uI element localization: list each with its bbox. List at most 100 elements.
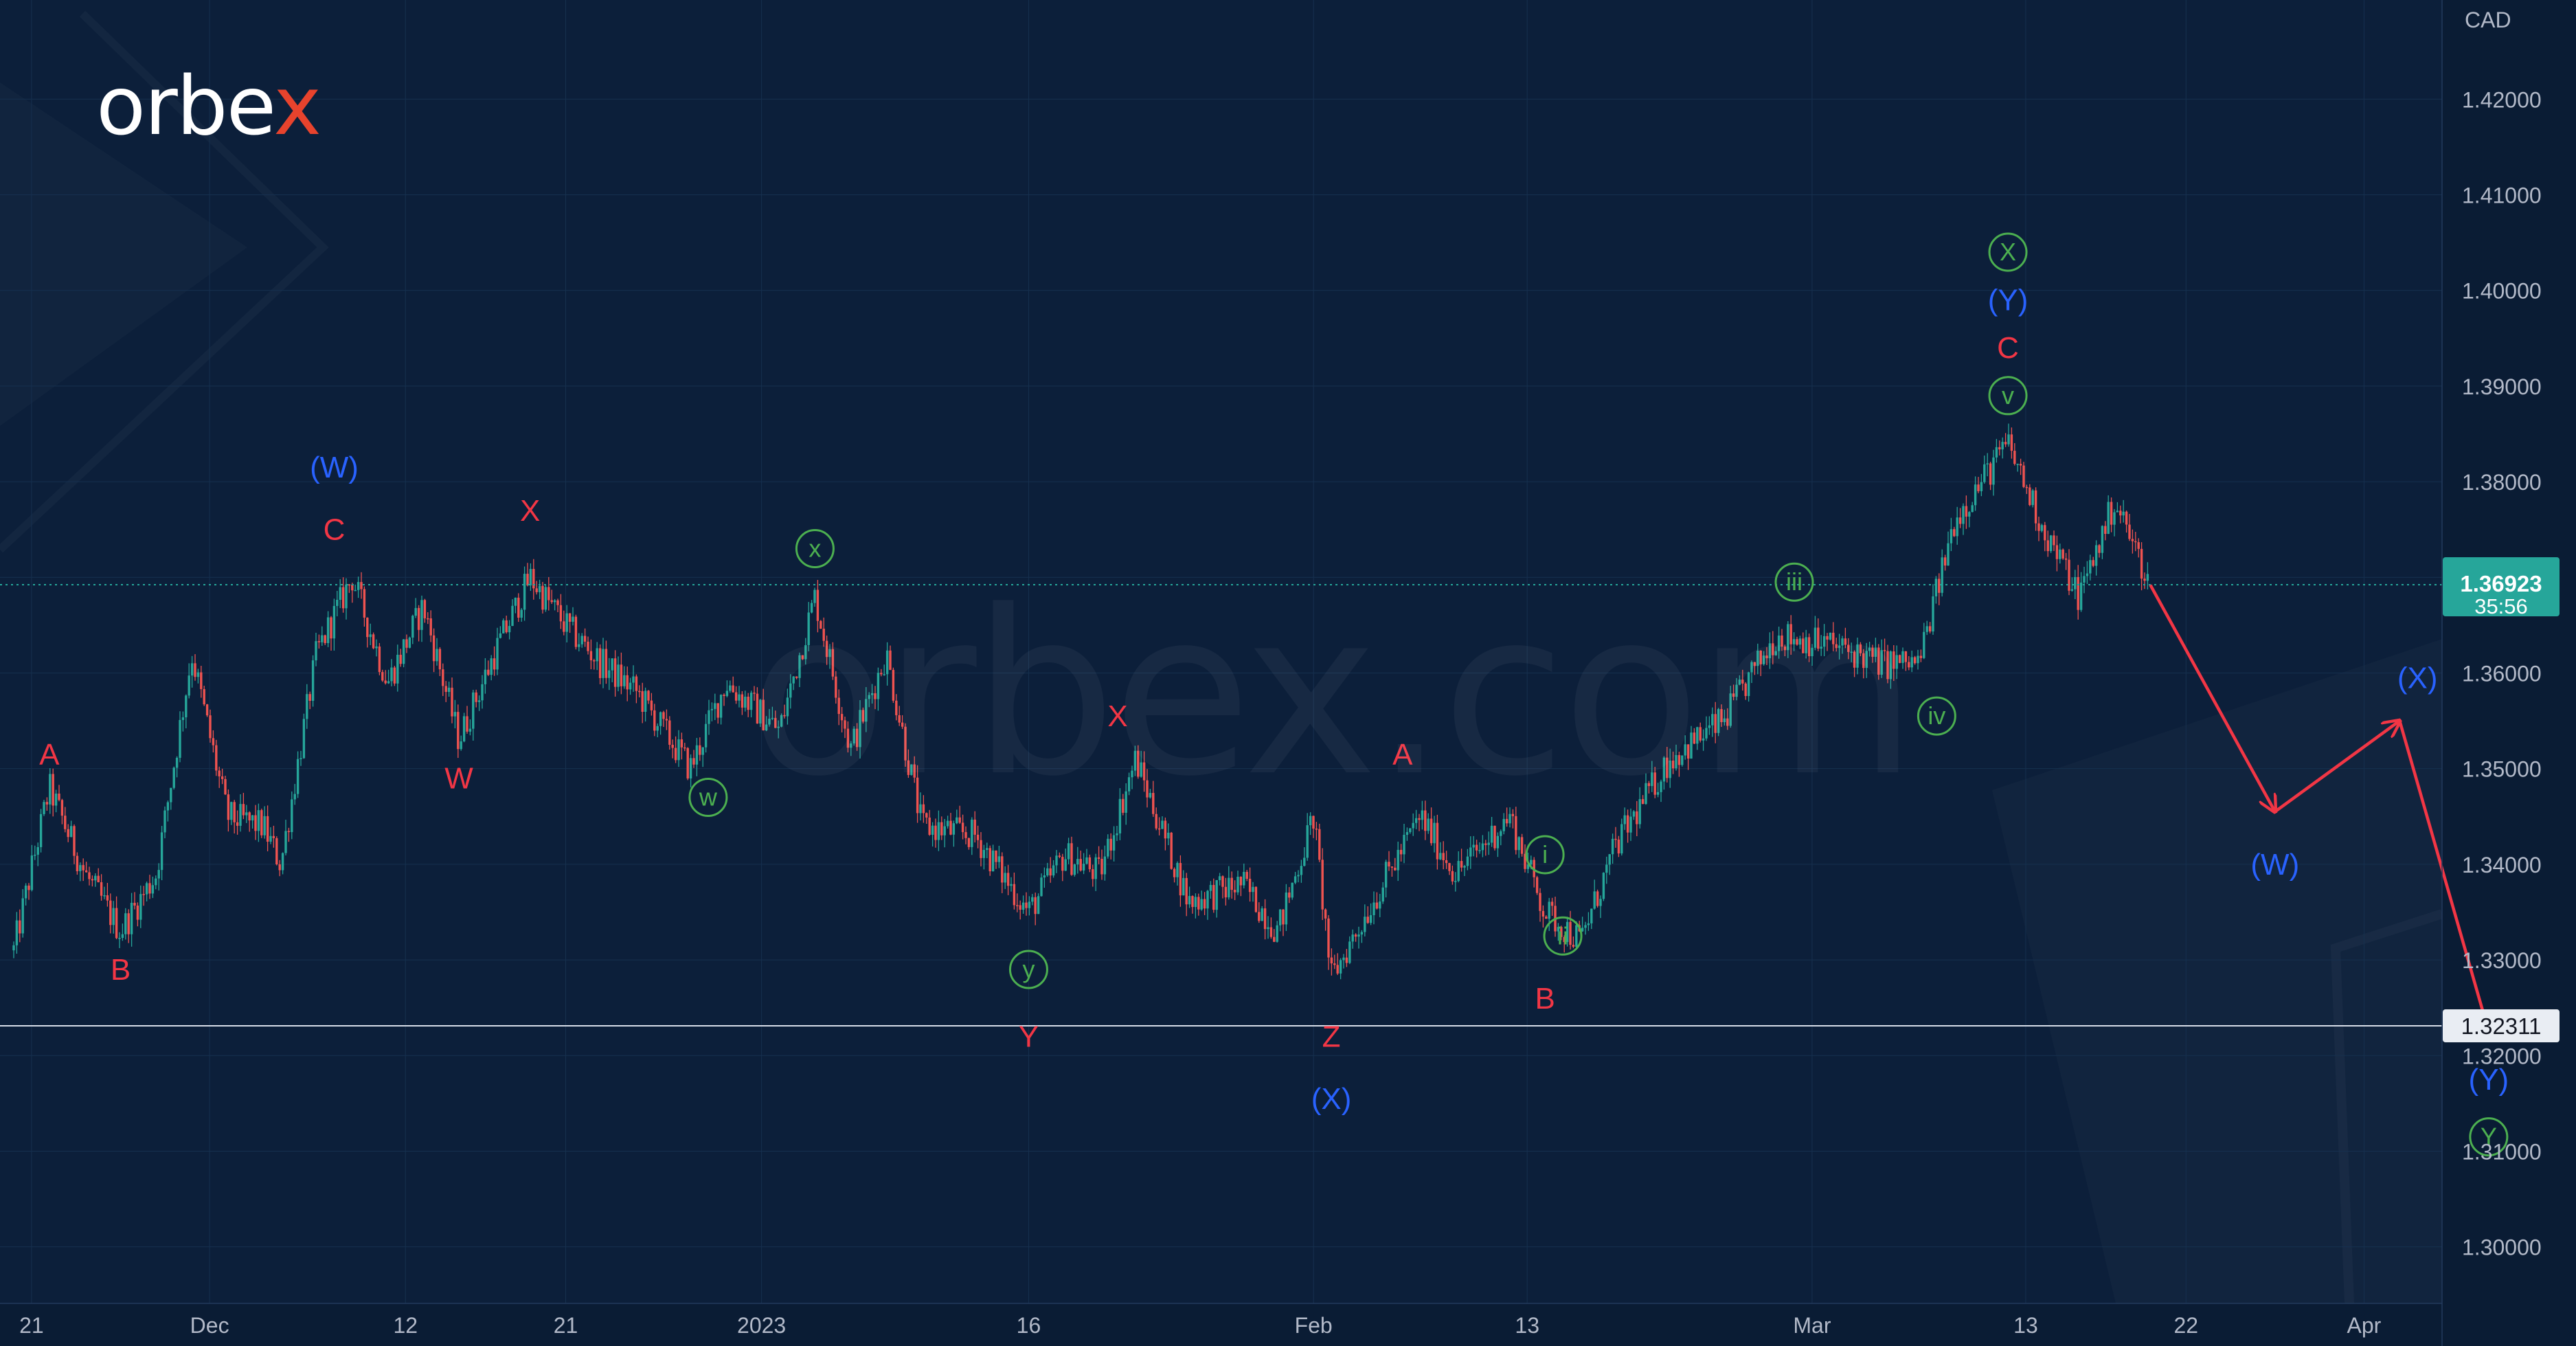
candle-body <box>1064 859 1067 871</box>
candle-body <box>2040 525 2044 531</box>
candle-body <box>34 854 36 856</box>
candle-body <box>36 846 39 855</box>
candle-body <box>892 669 895 701</box>
candle-body <box>2077 576 2079 610</box>
candle-body <box>1164 820 1167 839</box>
candle-body <box>1478 850 1481 851</box>
candle-body <box>1463 866 1466 868</box>
candle-body <box>1475 844 1478 851</box>
candle-body <box>1590 908 1593 923</box>
forecast-arrow <box>2149 584 2274 811</box>
candle-body <box>937 822 940 840</box>
candle-body <box>363 589 366 618</box>
candle-body <box>2061 549 2064 559</box>
wave-label-circle <box>1543 916 1583 956</box>
candle-body <box>170 787 172 803</box>
time-tick-label: Feb <box>1295 1313 1333 1338</box>
candle-body <box>907 760 910 775</box>
candle-body <box>885 650 889 675</box>
candle-body <box>1067 843 1070 860</box>
watermark: orbex.com <box>749 581 1917 807</box>
candle-body <box>1333 963 1336 965</box>
candle-body <box>399 654 402 664</box>
candle-body <box>100 882 103 896</box>
candle-body <box>2059 549 2061 559</box>
candle-body <box>272 835 275 838</box>
candle-body <box>1230 877 1233 890</box>
candle-body <box>563 621 565 632</box>
candle-body <box>1215 879 1218 910</box>
candle-body <box>332 605 336 639</box>
candle-body <box>765 724 768 730</box>
candle-body <box>677 739 680 761</box>
candle-body <box>175 757 179 768</box>
candle-body <box>1094 857 1097 879</box>
candle-body <box>1526 864 1530 869</box>
wave-label: (X) <box>2397 661 2438 695</box>
candle-body <box>1895 655 1898 669</box>
candle-body <box>1898 655 1901 663</box>
candle-body <box>341 587 345 609</box>
candle-body <box>185 695 188 718</box>
candle-body <box>1817 627 1820 649</box>
candle-body <box>532 569 535 589</box>
candle-body <box>638 691 641 693</box>
price-tick-label: 1.41000 <box>2462 183 2542 207</box>
candle-body <box>1681 755 1684 765</box>
candle-body <box>762 699 765 730</box>
candle-body <box>242 804 245 816</box>
candle-body <box>931 825 934 835</box>
candle-body <box>1653 772 1656 795</box>
candle-body <box>1814 627 1817 648</box>
wave-label-circle <box>1988 376 2028 416</box>
candle-body <box>438 649 442 670</box>
candle-body <box>442 669 444 686</box>
wave-label: B <box>111 953 131 987</box>
candle-body <box>2070 589 2074 591</box>
candle-body <box>1850 651 1853 653</box>
candle-body <box>106 895 109 901</box>
candle-body <box>789 683 792 698</box>
wave-label-circle <box>688 777 728 817</box>
candle-body <box>1509 814 1511 824</box>
candle-body <box>961 822 964 833</box>
candle-body <box>2016 464 2019 465</box>
candle-body <box>1496 835 1500 849</box>
candle-body <box>1977 484 1980 491</box>
candle-body <box>462 716 466 742</box>
candle-body <box>1660 781 1662 792</box>
candle-body <box>1182 877 1185 896</box>
candle-body <box>1517 837 1520 851</box>
candle-body <box>1714 714 1717 733</box>
candle-body <box>626 675 629 690</box>
candle-body <box>855 728 859 748</box>
candle-body <box>568 613 572 622</box>
candle-body <box>553 600 556 603</box>
candle-body <box>2119 511 2122 516</box>
candle-body <box>529 569 532 586</box>
candle-body <box>1372 902 1375 915</box>
candle-body <box>477 700 481 702</box>
candle-body <box>124 913 127 934</box>
candle-body <box>1239 876 1243 886</box>
price-tick-label: 1.40000 <box>2462 279 2542 304</box>
candle-body <box>484 669 487 684</box>
wave-label: A <box>39 738 60 772</box>
candle-body <box>1224 886 1228 898</box>
candle-body <box>835 676 837 698</box>
candle-body <box>133 902 136 906</box>
candle-body <box>868 695 870 699</box>
candle-body <box>973 819 976 835</box>
candle-body <box>734 692 738 701</box>
candle-body <box>1194 897 1197 908</box>
last-price-value: 1.36923 <box>2460 571 2542 596</box>
candle-body <box>699 745 701 755</box>
wave-label: C <box>1997 331 2019 365</box>
candle-body <box>572 616 574 622</box>
candle-body <box>1647 783 1651 787</box>
candle-body <box>1381 887 1384 902</box>
wave-label-circle <box>795 529 835 569</box>
candle-body <box>245 812 248 816</box>
